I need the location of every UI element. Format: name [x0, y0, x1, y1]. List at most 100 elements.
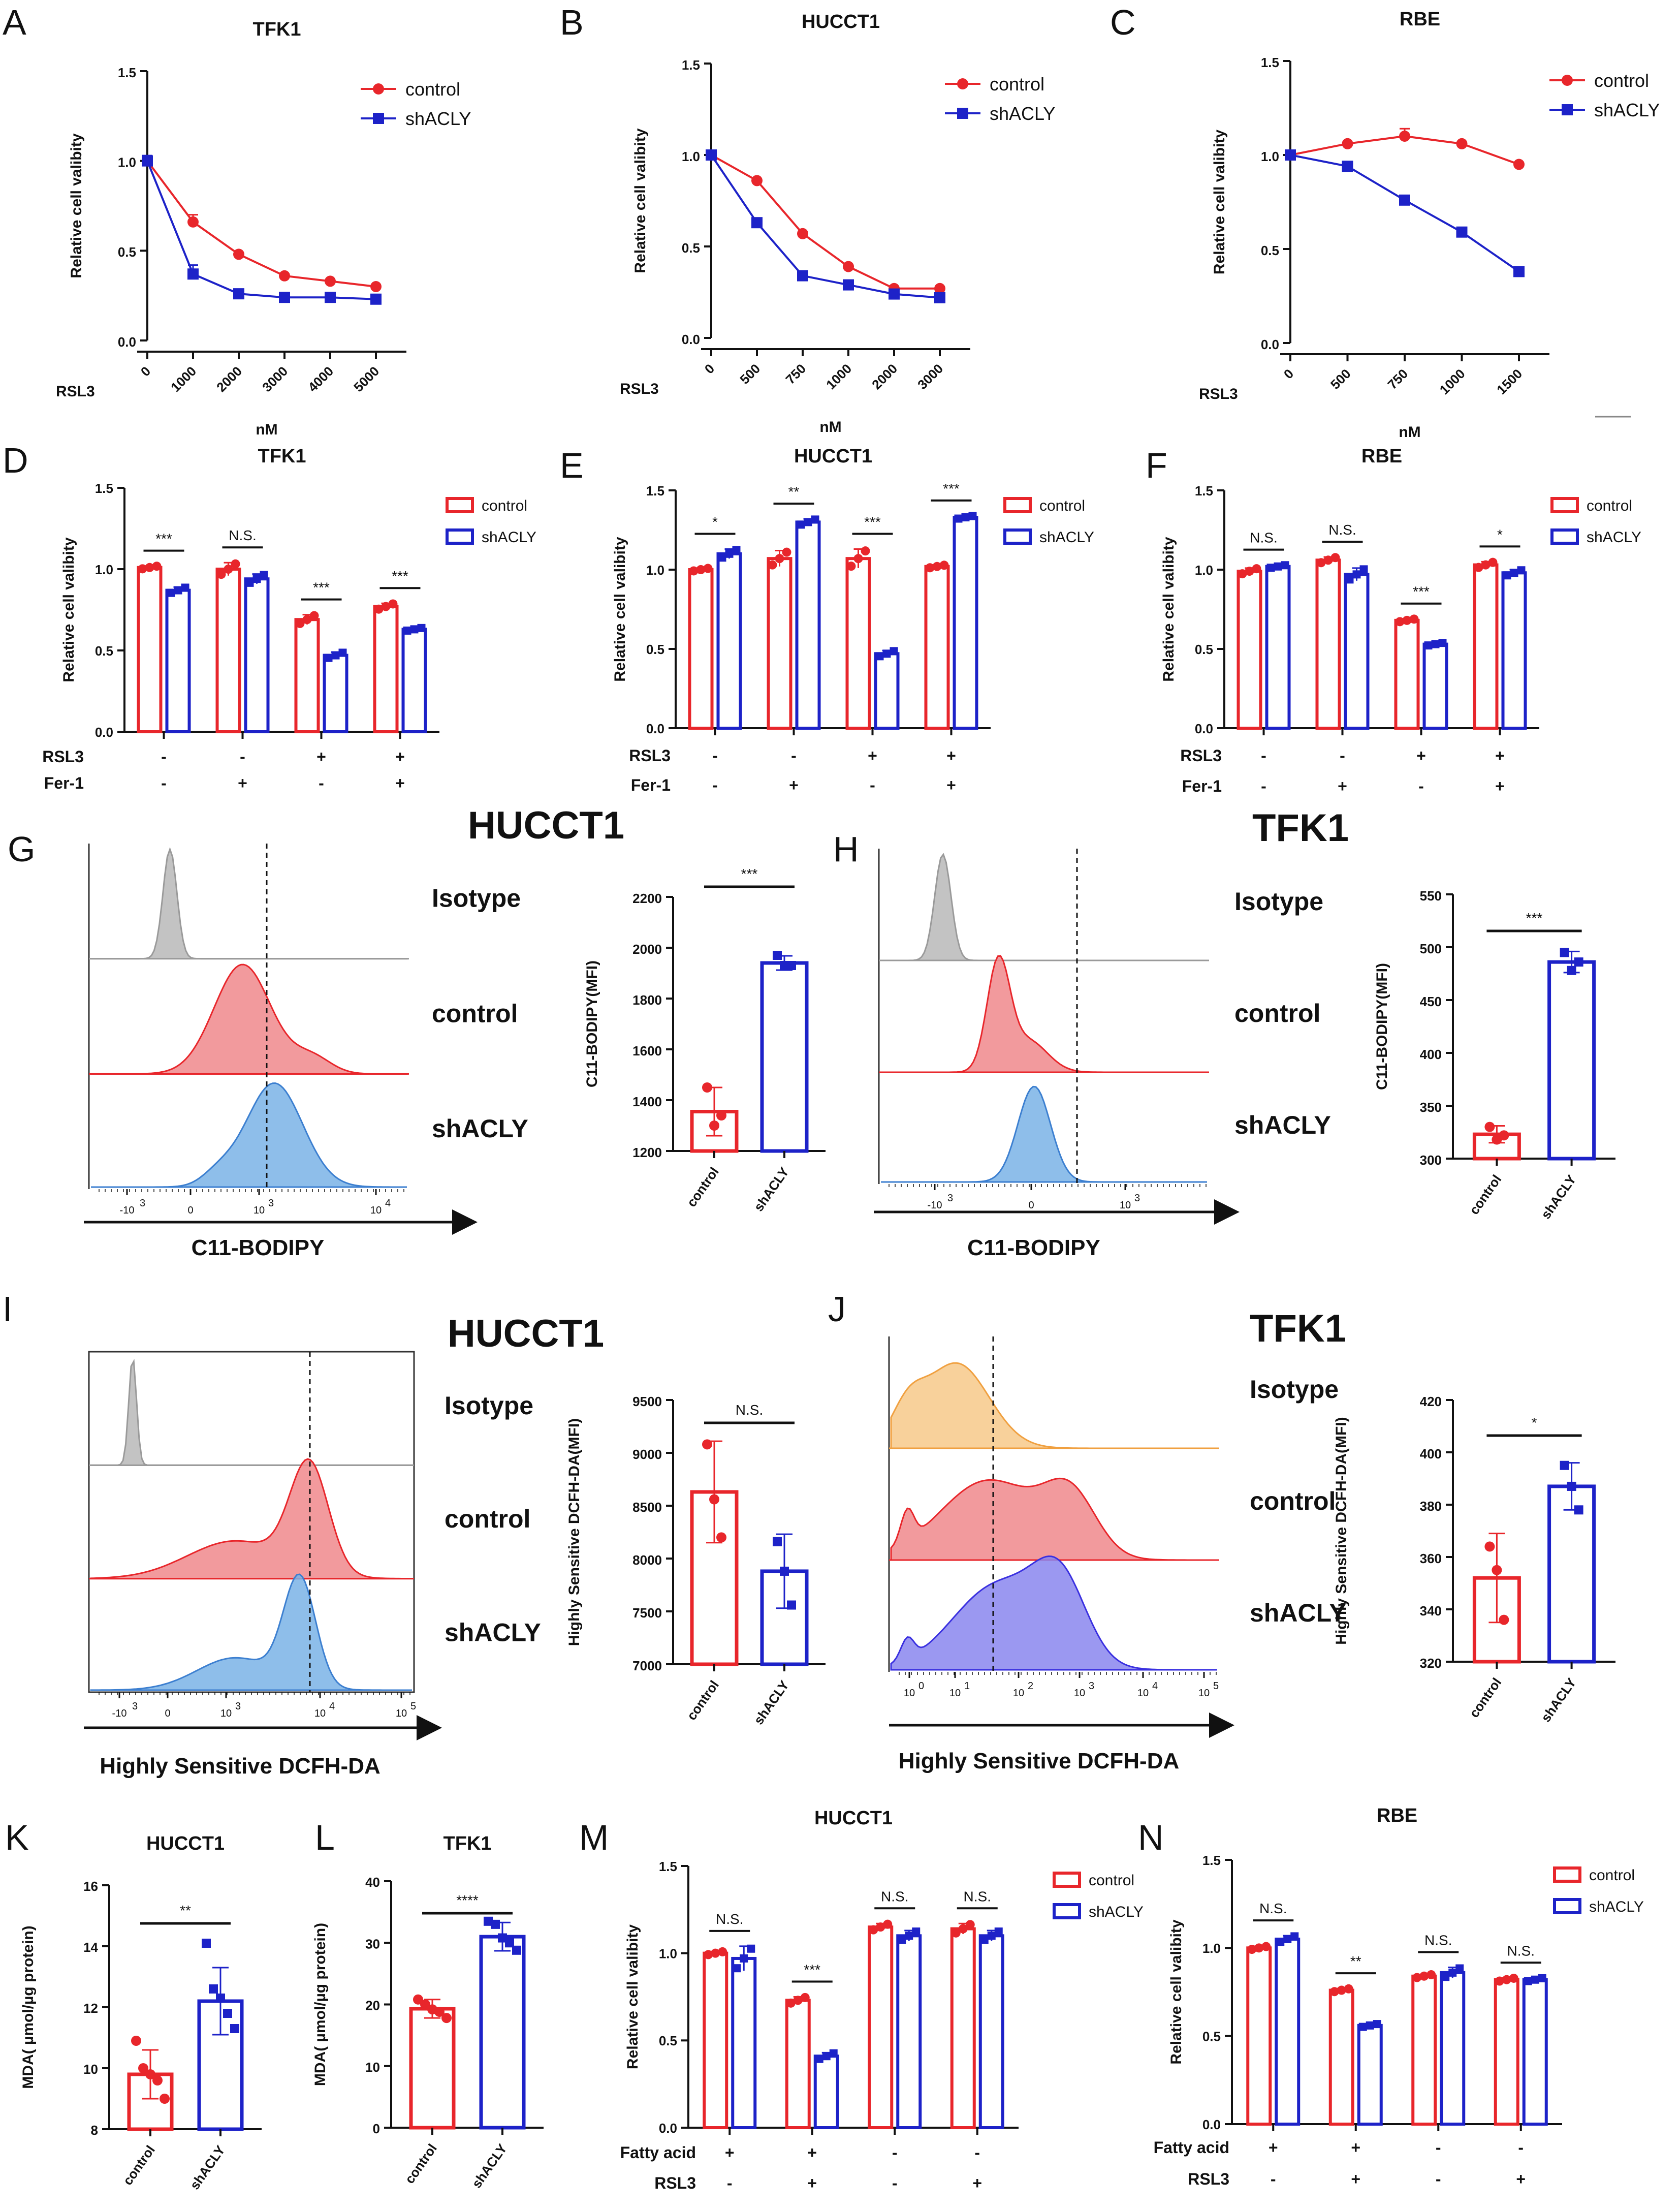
x-tick-label: 750 [1384, 366, 1411, 392]
y-tick-label: 1400 [632, 1094, 662, 1109]
data-point [1410, 614, 1419, 624]
row-label: RSL3 [42, 748, 84, 766]
flow-histogram-H: TFK1IsotypecontrolshACLY-1030 103C11-BODI… [874, 806, 1349, 1260]
y-tick-label: 450 [1420, 994, 1442, 1009]
x-tick-label: control [1466, 1172, 1504, 1217]
bar-control [926, 567, 948, 728]
row-sign: - [1418, 777, 1424, 795]
data-point-control [1513, 159, 1525, 170]
row-sign: + [1416, 746, 1426, 765]
data-point [216, 1994, 225, 2003]
x-tick-label: 0 [1281, 366, 1296, 382]
row-sign: + [1351, 2138, 1360, 2157]
data-point [773, 951, 782, 960]
x-tick-label: 10 [396, 1708, 407, 1719]
y-tick-label: 1.5 [659, 1859, 677, 1874]
row-sign: - [1261, 777, 1266, 795]
data-point [725, 550, 734, 558]
chart-A-tfk1-line: TFK10.00.51.01.5Relative cell valibity0 1… [56, 19, 471, 438]
y-tick-label: 0.5 [659, 2033, 677, 2048]
flow-frame [89, 1352, 414, 1692]
data-point [883, 1920, 892, 1929]
y-tick-label: 1.0 [1195, 563, 1213, 578]
flow-x-label: C11-BODIPY [192, 1235, 325, 1260]
significance-label: *** [864, 514, 881, 530]
significance-label: *** [1413, 584, 1430, 600]
data-point [747, 1945, 755, 1953]
data-point [441, 2013, 452, 2023]
data-point [1366, 2021, 1374, 2030]
legend-label: shACLY [1587, 529, 1641, 546]
bar-control [704, 1953, 726, 2128]
x-tick-label: 1000 [823, 361, 854, 392]
row-sign: - [870, 776, 875, 794]
legend-label: control [1589, 1867, 1635, 1884]
y-tick-label: 400 [1420, 1446, 1442, 1461]
data-point [1267, 564, 1275, 572]
data-point [704, 564, 713, 573]
chart-title: RBE [1400, 9, 1440, 30]
data-point [804, 518, 812, 526]
y-tick-label: 420 [1420, 1394, 1442, 1409]
flow-title: HUCCT1 [448, 1312, 604, 1355]
flow-row-label: shACLY [1250, 1599, 1346, 1627]
y-axis-label: C11-BODIPY(MFI) [584, 960, 600, 1087]
row-label: Fatty acid [620, 2143, 696, 2162]
y-tick-label: 0.5 [1195, 642, 1213, 657]
legend-marker [1562, 104, 1573, 115]
data-point [718, 553, 726, 562]
x-tick-exponent: 3 [1134, 1193, 1140, 1204]
legend-label: control [1089, 1872, 1134, 1889]
x-prefix-label: RSL3 [620, 381, 659, 397]
data-point [1560, 948, 1569, 957]
data-point [854, 554, 863, 563]
significance-label: ** [1350, 1953, 1361, 1969]
data-point [1517, 566, 1526, 574]
data-point [1252, 564, 1261, 573]
row-sign: - [240, 748, 245, 766]
data-point [1346, 575, 1354, 583]
y-tick-label: 0 [373, 2121, 380, 2136]
bar-control [217, 569, 240, 732]
y-tick-label: 0.5 [118, 244, 136, 260]
x-tick-exponent: 3 [235, 1701, 241, 1712]
data-point [1360, 565, 1368, 573]
y-tick-label: 1.0 [1202, 1941, 1221, 1956]
row-sign: + [1495, 777, 1505, 795]
row-sign: - [712, 746, 718, 765]
bar-shACLY [1424, 644, 1447, 728]
x-tick-label: shACLY [751, 1164, 792, 1214]
row-sign: + [1269, 2138, 1278, 2157]
data-point-control [233, 248, 244, 260]
bar-shACLY [955, 517, 977, 728]
y-tick-label: 14 [83, 1940, 98, 1955]
data-point [253, 575, 261, 583]
data-point-shACLY [1513, 266, 1525, 277]
row-sign: + [395, 748, 405, 766]
bar-shACLY [481, 1937, 524, 2128]
data-point [1574, 1505, 1583, 1514]
data-point [1567, 966, 1576, 975]
y-tick-label: 500 [1420, 941, 1442, 956]
data-point [775, 554, 784, 563]
y-tick-label: 0.5 [95, 643, 113, 659]
data-point [152, 562, 162, 571]
x-tick-label: 10 [1074, 1688, 1085, 1699]
data-point [1344, 1984, 1353, 1994]
y-axis-label: Relative cell valibity [624, 1924, 641, 2069]
data-point-control [279, 270, 290, 282]
flow-title: TFK1 [1252, 806, 1349, 850]
panel-label-A: A [3, 3, 26, 42]
y-tick-label: 0.0 [646, 721, 664, 736]
panel-label-N: N [1138, 1818, 1164, 1857]
significance-label: N.S. [716, 1911, 743, 1927]
row-sign: - [892, 2174, 898, 2192]
flow-histogram [891, 1363, 1217, 1448]
y-tick-label: 380 [1420, 1499, 1442, 1514]
y-tick-label: 1600 [632, 1043, 662, 1059]
data-point-shACLY [279, 292, 290, 303]
data-point [940, 561, 949, 570]
bar-shACLY [762, 963, 807, 1151]
panel-label-D: D [3, 441, 28, 480]
panel-label-G: G [8, 829, 35, 869]
